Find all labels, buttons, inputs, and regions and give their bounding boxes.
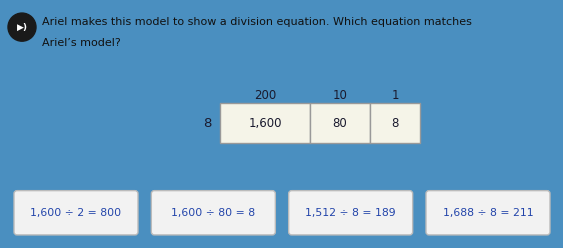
Text: 1: 1 — [391, 89, 399, 102]
FancyBboxPatch shape — [289, 191, 413, 235]
Bar — [370, 103, 420, 144]
Text: 1,600: 1,600 — [248, 117, 282, 130]
Text: 80: 80 — [333, 117, 347, 130]
Text: ▶): ▶) — [16, 23, 28, 32]
Text: 1,600 ÷ 2 = 800: 1,600 ÷ 2 = 800 — [30, 208, 122, 218]
Text: 1,688 ÷ 8 = 211: 1,688 ÷ 8 = 211 — [443, 208, 533, 218]
FancyBboxPatch shape — [426, 191, 550, 235]
Circle shape — [8, 13, 36, 41]
Text: 8: 8 — [391, 117, 399, 130]
Text: Ariel’s model?: Ariel’s model? — [42, 38, 120, 48]
Bar — [220, 103, 310, 144]
FancyBboxPatch shape — [151, 191, 275, 235]
Text: Ariel makes this model to show a division equation. Which equation matches: Ariel makes this model to show a divisio… — [42, 17, 472, 27]
Text: 10: 10 — [333, 89, 347, 102]
Text: 8: 8 — [204, 117, 212, 130]
Text: 1,512 ÷ 8 = 189: 1,512 ÷ 8 = 189 — [305, 208, 396, 218]
Text: 200: 200 — [254, 89, 276, 102]
FancyBboxPatch shape — [14, 191, 138, 235]
Text: 1,600 ÷ 80 = 8: 1,600 ÷ 80 = 8 — [171, 208, 256, 218]
Bar — [310, 103, 370, 144]
